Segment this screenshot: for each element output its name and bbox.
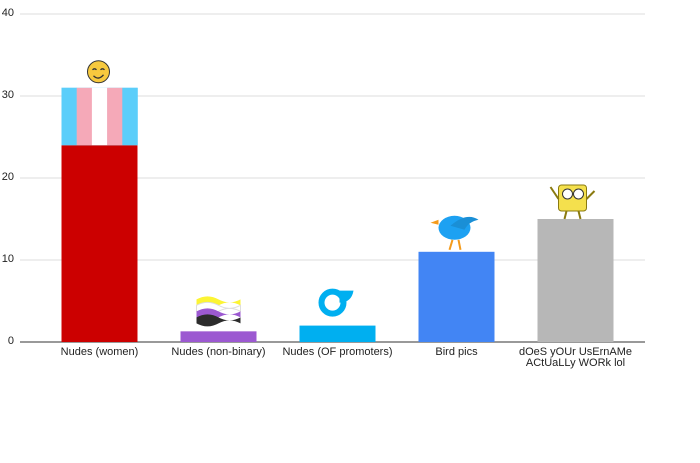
icon-part: [573, 188, 584, 200]
icon-part: [430, 219, 439, 225]
bar: [537, 219, 614, 342]
smiley-icon: [87, 60, 110, 84]
x-tick-label: Nudes (OF promoters): [282, 346, 393, 358]
bar: [61, 145, 138, 342]
y-tick-label: 10: [2, 253, 14, 265]
icon-part: [448, 239, 462, 251]
y-tick-label: 30: [2, 89, 14, 101]
bar: [299, 325, 376, 342]
y-tick-label: 0: [8, 335, 14, 347]
y-tick-label: 20: [2, 171, 14, 183]
icon-part: [558, 184, 587, 212]
flag-icon: [196, 296, 241, 327]
icon-part: [339, 290, 354, 303]
icon-part: [318, 288, 347, 317]
bar: [418, 251, 495, 342]
x-tick-label: Bird pics: [435, 346, 478, 358]
icon-part: [196, 314, 241, 327]
x-tick-label: Nudes (women): [60, 346, 139, 358]
bar: [180, 331, 257, 342]
bar-stripe: [91, 87, 108, 146]
y-tick-label: 40: [2, 7, 14, 19]
x-tick-label: Nudes (non-binary): [171, 346, 266, 358]
bar-stripe: [122, 87, 138, 146]
bird-icon: [430, 215, 479, 251]
bar-stripe: [107, 87, 123, 146]
icon-part: [87, 60, 110, 84]
bar-stripe: [76, 87, 93, 146]
bar-stripe: [61, 87, 77, 146]
icon-part: [549, 186, 596, 220]
x-tick-label: dOeS yOUr UsErnAMe ACtUaLLy WORk lol: [518, 346, 633, 369]
icon-part: [562, 188, 573, 200]
icon-part: [92, 68, 105, 79]
of-icon: [318, 288, 354, 317]
icon-part: [450, 216, 479, 230]
sponge-icon: [549, 184, 596, 220]
